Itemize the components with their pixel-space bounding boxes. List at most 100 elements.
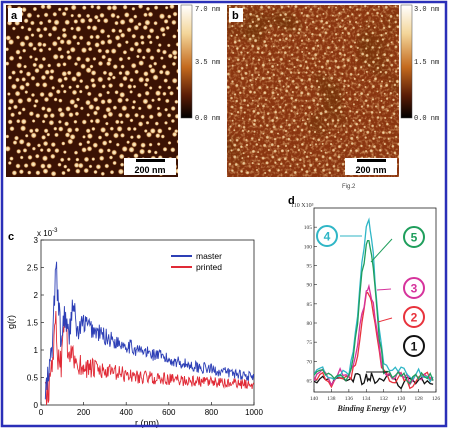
afm-particle bbox=[264, 98, 268, 102]
afm-particle bbox=[134, 69, 140, 75]
series-line-4 bbox=[314, 217, 434, 383]
afm-particle bbox=[143, 82, 149, 88]
afm-particle bbox=[256, 17, 261, 22]
afm-particle bbox=[336, 65, 341, 70]
afm-particle bbox=[245, 170, 250, 175]
afm-particle bbox=[371, 60, 376, 64]
afm-particle bbox=[290, 157, 295, 162]
afm-particle bbox=[350, 141, 355, 146]
afm-particle bbox=[10, 83, 18, 90]
afm-particle bbox=[341, 31, 345, 35]
afm-particle bbox=[104, 48, 110, 55]
afm-particle bbox=[94, 105, 101, 111]
afm-particle bbox=[106, 5, 113, 11]
afm-particle bbox=[119, 32, 126, 39]
afm-particle bbox=[302, 135, 307, 139]
afm-particle bbox=[53, 97, 58, 102]
afm-particle bbox=[376, 39, 380, 43]
afm-particle bbox=[171, 19, 177, 26]
afm-particle bbox=[337, 144, 342, 149]
afm-particle bbox=[374, 104, 378, 109]
afm-particle bbox=[40, 5, 46, 10]
afm-particle bbox=[337, 38, 341, 42]
afm-particle bbox=[132, 126, 137, 132]
afm-particle bbox=[233, 92, 237, 96]
afm-particle bbox=[117, 112, 124, 118]
afm-particle bbox=[279, 162, 283, 166]
afm-particle bbox=[79, 106, 84, 111]
afm-particle bbox=[309, 7, 313, 11]
afm-particle bbox=[398, 119, 399, 122]
x-tick-label-d: 126 bbox=[432, 396, 441, 402]
afm-particle bbox=[293, 145, 297, 149]
afm-particle bbox=[270, 118, 275, 123]
afm-particle bbox=[284, 129, 288, 133]
afm-particle bbox=[327, 24, 332, 28]
axis-ticks-c: 0 200 400 600 800 1000 0 0.5 1 1.5 2 2.5 3 bbox=[27, 236, 264, 417]
afm-particle bbox=[23, 64, 28, 69]
afm-particle bbox=[56, 62, 62, 68]
afm-particle bbox=[246, 103, 250, 108]
afm-particle bbox=[21, 6, 27, 13]
y-tick-label-d: 105 bbox=[304, 225, 313, 231]
afm-particle bbox=[230, 34, 234, 38]
afm-particle bbox=[166, 112, 172, 118]
afm-particle bbox=[23, 18, 29, 24]
afm-particle bbox=[97, 92, 103, 98]
afm-particle bbox=[161, 49, 168, 55]
afm-particle bbox=[36, 14, 41, 18]
afm-particle bbox=[15, 49, 21, 55]
colorbar-a-max: 7.0 nm bbox=[195, 6, 220, 14]
afm-particle bbox=[84, 99, 92, 106]
afm-particle bbox=[284, 88, 289, 94]
afm-particle bbox=[12, 104, 19, 110]
afm-particle bbox=[267, 168, 272, 173]
afm-particle bbox=[324, 151, 328, 155]
afm-particle bbox=[174, 113, 178, 120]
afm-particle bbox=[295, 19, 300, 24]
afm-particle bbox=[334, 59, 338, 64]
afm-particle bbox=[57, 46, 63, 52]
afm-particle bbox=[353, 77, 357, 81]
afm-particle bbox=[66, 54, 73, 61]
curve-arrow-5 bbox=[370, 238, 393, 263]
afm-particle bbox=[61, 170, 66, 176]
afm-particle bbox=[320, 65, 325, 70]
afm-particle bbox=[324, 20, 329, 25]
afm-particle bbox=[93, 169, 98, 175]
afm-particle bbox=[389, 63, 394, 68]
afm-particle bbox=[105, 60, 112, 67]
afm-particle bbox=[280, 5, 284, 10]
curve-label-4: 4 bbox=[324, 230, 331, 244]
afm-particle bbox=[250, 44, 255, 49]
afm-particle bbox=[99, 126, 107, 134]
y-tick-label-c: 0 bbox=[34, 401, 39, 410]
afm-particle bbox=[380, 14, 384, 18]
afm-particle bbox=[326, 97, 330, 101]
colorbar-a bbox=[180, 4, 193, 119]
afm-particle bbox=[47, 32, 53, 38]
afm-particle bbox=[43, 128, 49, 134]
afm-particle bbox=[321, 39, 325, 43]
afm-particle bbox=[231, 51, 235, 55]
afm-particle bbox=[106, 38, 113, 45]
afm-particle bbox=[157, 85, 163, 90]
afm-particle bbox=[47, 91, 54, 98]
afm-particle bbox=[346, 84, 351, 88]
afm-particle bbox=[78, 89, 83, 94]
scalebar-box-a bbox=[124, 158, 176, 175]
afm-particle bbox=[85, 67, 92, 74]
afm-particle bbox=[288, 33, 293, 38]
afm-particle bbox=[133, 41, 140, 47]
afm-particle bbox=[353, 66, 358, 71]
afm-particle bbox=[295, 137, 300, 142]
afm-particle bbox=[163, 120, 169, 125]
afm-particle bbox=[398, 131, 399, 134]
afm-particle bbox=[289, 70, 293, 75]
afm-particle bbox=[342, 124, 346, 128]
afm-particle bbox=[107, 71, 114, 77]
afm-particle bbox=[299, 78, 304, 83]
afm-particle bbox=[100, 98, 106, 105]
afm-particle bbox=[351, 54, 355, 57]
afm-particle bbox=[243, 71, 249, 76]
